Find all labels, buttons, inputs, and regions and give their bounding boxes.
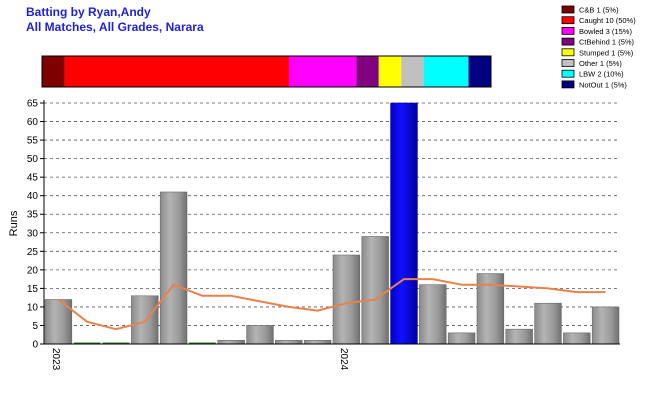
y-tick-label: 5 bbox=[32, 321, 38, 332]
legend-swatch bbox=[561, 80, 575, 89]
legend-label: CtBehind 1 (5%) bbox=[579, 38, 635, 47]
legend-swatch bbox=[561, 48, 575, 57]
legend-swatch bbox=[561, 59, 575, 67]
y-tick-label: 65 bbox=[27, 99, 39, 110]
average-line-group bbox=[57, 278, 606, 331]
bar-zero bbox=[189, 342, 216, 344]
legend: C&B 1 (5%)Caught 10 (50%) Bowled 3 (15%) C… bbox=[561, 5, 636, 89]
y-tick-label: 40 bbox=[27, 191, 39, 202]
legend-swatch bbox=[561, 37, 575, 46]
x-year-label: 2023 bbox=[50, 348, 61, 371]
dismissal-bar bbox=[41, 55, 492, 88]
y-axis-label: Runs bbox=[8, 210, 20, 236]
bar bbox=[303, 339, 332, 345]
bar bbox=[131, 295, 159, 345]
legend-swatch bbox=[561, 5, 575, 14]
legend-label: Bowled 3 (15%) bbox=[579, 27, 632, 36]
y-tick-label: 25 bbox=[27, 247, 39, 258]
y-tick-label: 45 bbox=[27, 173, 39, 184]
bar bbox=[246, 325, 274, 345]
y-tick-label: 20 bbox=[27, 265, 39, 276]
y-tick-label: 55 bbox=[27, 136, 39, 147]
y-tick-label: 35 bbox=[27, 210, 39, 221]
bar-zero bbox=[102, 342, 130, 344]
legend-label: LBW 2 (10%) bbox=[579, 70, 624, 79]
bar-zero bbox=[73, 342, 101, 344]
y-tick-label: 60 bbox=[27, 117, 39, 128]
legend-swatch bbox=[561, 16, 575, 25]
dismissal-segment bbox=[378, 56, 402, 87]
dismissal-segment bbox=[423, 56, 469, 87]
bar bbox=[332, 254, 361, 345]
bar bbox=[275, 339, 303, 345]
bar bbox=[447, 332, 476, 345]
legend-label: Caught 10 (50%) bbox=[579, 16, 636, 25]
legend-swatch bbox=[561, 26, 575, 35]
chart-subtitle: All Matches, All Grades, Narara bbox=[26, 20, 204, 34]
y-tick-label: 10 bbox=[27, 302, 39, 313]
bar bbox=[390, 102, 418, 345]
gridlines bbox=[44, 102, 620, 326]
bars bbox=[44, 102, 620, 345]
bar bbox=[361, 236, 389, 345]
dismissal-segment bbox=[288, 56, 357, 87]
bar bbox=[419, 284, 447, 345]
dismissal-segment bbox=[356, 56, 379, 87]
legend-label: Stumped 1 (5%) bbox=[579, 48, 634, 57]
bar bbox=[591, 306, 620, 345]
bar bbox=[159, 191, 188, 345]
chart-title: Batting by Ryan,Andy bbox=[26, 5, 151, 19]
dismissal-segment bbox=[401, 56, 424, 87]
legend-label: C&B 1 (5%) bbox=[579, 6, 619, 15]
axes: 0 5 10 15 20 25 30 35 40 45 50 55 60 65 Runs 2023 2024 bbox=[8, 99, 620, 371]
legend-label: Other 1 (5%) bbox=[579, 59, 622, 68]
dismissal-segment bbox=[64, 56, 289, 87]
average-line bbox=[57, 278, 606, 331]
dismissal-bar-border bbox=[41, 55, 492, 88]
x-year-label: 2024 bbox=[338, 348, 349, 371]
y-tick-label: 15 bbox=[27, 284, 39, 295]
y-tick-label: 0 bbox=[32, 340, 38, 351]
y-tick-label: 50 bbox=[27, 154, 39, 165]
bar bbox=[217, 339, 245, 345]
legend-label: NotOut 1 (5%) bbox=[579, 80, 627, 89]
dismissal-segment bbox=[42, 56, 65, 87]
bar bbox=[563, 332, 591, 345]
bar bbox=[534, 302, 562, 345]
dismissal-segment bbox=[468, 56, 491, 87]
y-tick-label: 30 bbox=[27, 228, 39, 239]
legend-swatch bbox=[561, 69, 575, 78]
bar bbox=[505, 328, 533, 345]
